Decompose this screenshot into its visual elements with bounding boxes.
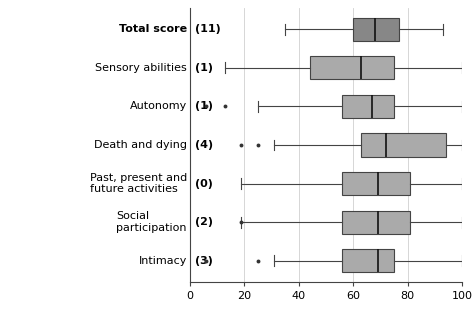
Text: (0): (0) [195,179,213,189]
Text: Social
participation: Social participation [117,211,187,233]
Text: (3): (3) [195,256,213,266]
Text: Death and dying: Death and dying [94,140,187,150]
Bar [353,17,400,41]
Text: Intimacy: Intimacy [138,256,187,266]
Text: Total score: Total score [119,24,187,34]
Bar [342,172,410,195]
Text: (2): (2) [195,217,213,227]
Text: Past, present and
future activities: Past, present and future activities [90,173,187,194]
Bar [361,133,446,157]
Text: (4): (4) [195,140,213,150]
Text: (1): (1) [195,63,213,73]
Bar [342,211,410,234]
Bar [342,95,394,118]
Text: (11): (11) [195,24,221,34]
Bar [342,249,394,273]
Text: Autonomy: Autonomy [129,101,187,111]
Text: Sensory abilities: Sensory abilities [95,63,187,73]
Text: (1): (1) [195,101,213,111]
Bar [310,56,394,79]
